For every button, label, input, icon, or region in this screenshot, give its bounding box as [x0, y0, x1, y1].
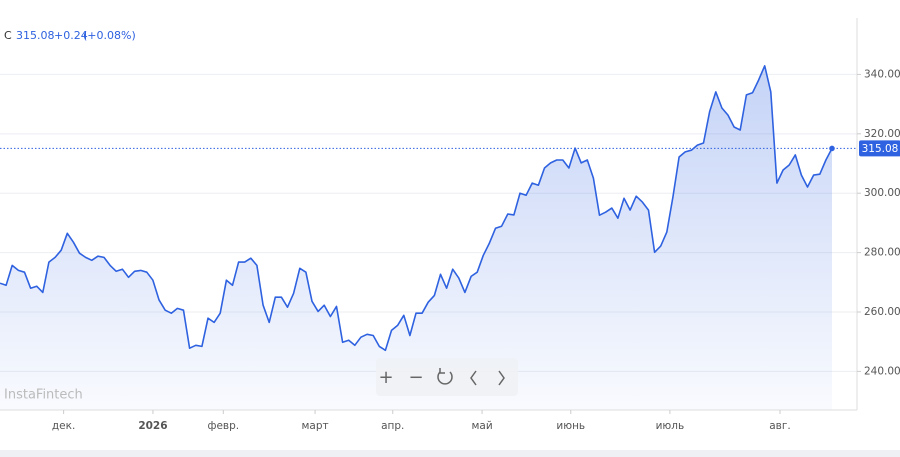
zoom-in[interactable]: + [378, 367, 393, 388]
last-price-label: 315.08 [862, 143, 899, 155]
y-tick-label: 340.00 [864, 68, 900, 80]
last-price-tag [859, 140, 900, 157]
scroll-left[interactable] [470, 370, 477, 386]
x-tick-label: июль [656, 420, 685, 432]
y-tick-label: 240.00 [864, 365, 900, 377]
area [0, 65, 832, 411]
footer-bar [0, 450, 900, 457]
plot [0, 65, 857, 411]
x-tick-label: авг. [769, 420, 790, 432]
y-tick-label: 260.00 [864, 306, 900, 318]
toolbar: + − [376, 358, 518, 396]
scroll-right[interactable] [498, 370, 505, 386]
y-tick-label: 300.00 [864, 187, 900, 199]
reset[interactable] [437, 368, 453, 385]
x-tick-label: дек. [52, 420, 75, 432]
change: +0.24 [54, 29, 88, 42]
x-tick-label: май [471, 420, 492, 432]
watermark: InstaFintech [4, 388, 83, 403]
toolbar-bg [376, 358, 518, 396]
ticker: C [4, 29, 12, 42]
x-tick-label: февр. [207, 420, 239, 432]
x-tick-label: 2026 [138, 420, 167, 432]
change-percent: (+0.08%) [83, 29, 136, 42]
last-point [829, 145, 835, 152]
x-tick-label: июнь [556, 420, 585, 432]
x-tick-label: март [301, 420, 328, 432]
y-tick-label: 320.00 [864, 128, 900, 140]
last-price: 315.08 [16, 29, 55, 42]
x-tick-label: апр. [381, 420, 404, 432]
y-tick-label: 280.00 [864, 247, 900, 259]
zoom-out[interactable]: − [408, 367, 423, 388]
